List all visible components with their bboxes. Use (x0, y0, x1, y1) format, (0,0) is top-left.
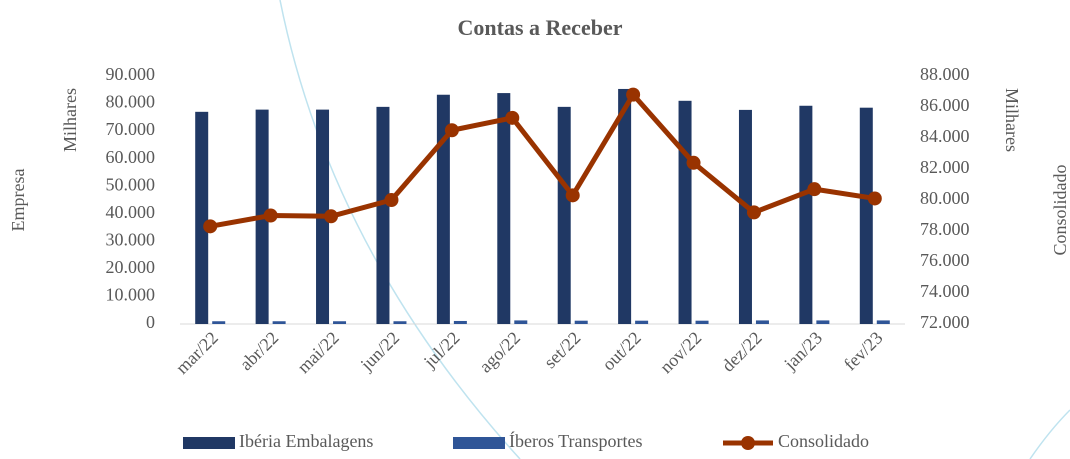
y-tick-label: 90.000 (106, 64, 156, 84)
x-tick-label: jun/22 (356, 328, 403, 375)
y2-tick-label: 74.000 (920, 281, 970, 301)
x-tick-label: jan/23 (779, 328, 826, 375)
x-tick-label: nov/22 (656, 328, 706, 378)
y-axis-title: Empresa (8, 169, 28, 232)
decoration (1029, 409, 1070, 459)
bar (799, 105, 813, 324)
y2-tick-label: 82.000 (920, 157, 970, 177)
bar (436, 94, 450, 324)
decoration (279, 0, 521, 459)
bar (557, 106, 571, 325)
bar (514, 320, 528, 324)
marker (384, 193, 399, 207)
y2-axis-title: Consolidado (1050, 164, 1070, 255)
bar (618, 88, 632, 324)
y-tick-label: 10.000 (106, 285, 156, 305)
marker (565, 188, 580, 203)
y-tick-label: 40.000 (106, 202, 156, 222)
x-tick-label: dez/22 (718, 328, 766, 376)
chart-title: Contas a Receber (458, 15, 623, 40)
y2-tick-label: 78.000 (920, 219, 970, 239)
y-tick-label: 60.000 (106, 147, 156, 167)
bar (876, 320, 890, 324)
x-tick-label: jul/22 (419, 328, 464, 373)
x-tick-label: ago/22 (475, 328, 524, 377)
y-axis-unit: Milhares (60, 88, 80, 152)
legend-label: Consolidado (778, 431, 869, 451)
bar (195, 111, 209, 324)
marker (626, 87, 641, 102)
bar (859, 107, 873, 324)
marker (324, 209, 339, 224)
marker (263, 208, 278, 223)
bar (393, 321, 407, 324)
line (209, 92, 876, 229)
x-tick-label: out/22 (598, 328, 645, 375)
y2-tick-label: 76.000 (920, 250, 970, 270)
x-tick-label: abr/22 (236, 328, 283, 375)
bar (755, 320, 769, 324)
y-tick-label: 70.000 (106, 119, 156, 139)
marker (686, 155, 701, 170)
marker (203, 219, 218, 234)
legend-swatch (741, 436, 755, 450)
y2-axis-unit: Milhares (1002, 88, 1022, 152)
bar (333, 321, 347, 324)
y2-tick-label: 80.000 (920, 188, 970, 208)
y2-tick-label: 86.000 (920, 95, 970, 115)
marker (746, 205, 761, 220)
legend-swatch (183, 437, 235, 449)
x-tick-label: fev/23 (840, 328, 887, 375)
y-tick-label: 30.000 (106, 229, 156, 249)
bar (678, 100, 692, 324)
x-tick-label: set/22 (540, 328, 585, 373)
marker (867, 191, 882, 206)
y2-tick-label: 72.000 (920, 312, 970, 332)
bar (574, 320, 588, 324)
bar (272, 321, 286, 324)
legend-swatch (453, 437, 505, 449)
bar (816, 320, 830, 324)
bar (635, 320, 649, 324)
bar (376, 106, 390, 325)
y-tick-label: 20.000 (106, 257, 156, 277)
y2-tick-label: 88.000 (920, 64, 970, 84)
bar (212, 321, 226, 324)
legend-label: Íberos Transportes (509, 430, 643, 451)
x-tick-label: mar/22 (172, 328, 222, 378)
legend-label: Ibéria Embalagens (239, 431, 373, 451)
bar (738, 109, 752, 324)
y2-tick-label: 84.000 (920, 126, 970, 146)
y-tick-label: 50.000 (106, 174, 156, 194)
bar (695, 320, 709, 324)
y-tick-label: 80.000 (106, 92, 156, 112)
marker (444, 123, 459, 138)
x-tick-label: mai/22 (293, 328, 342, 377)
y-tick-label: 0 (146, 312, 155, 332)
marker (807, 182, 822, 197)
bar (453, 320, 467, 324)
marker (505, 110, 520, 125)
bar (497, 93, 511, 324)
